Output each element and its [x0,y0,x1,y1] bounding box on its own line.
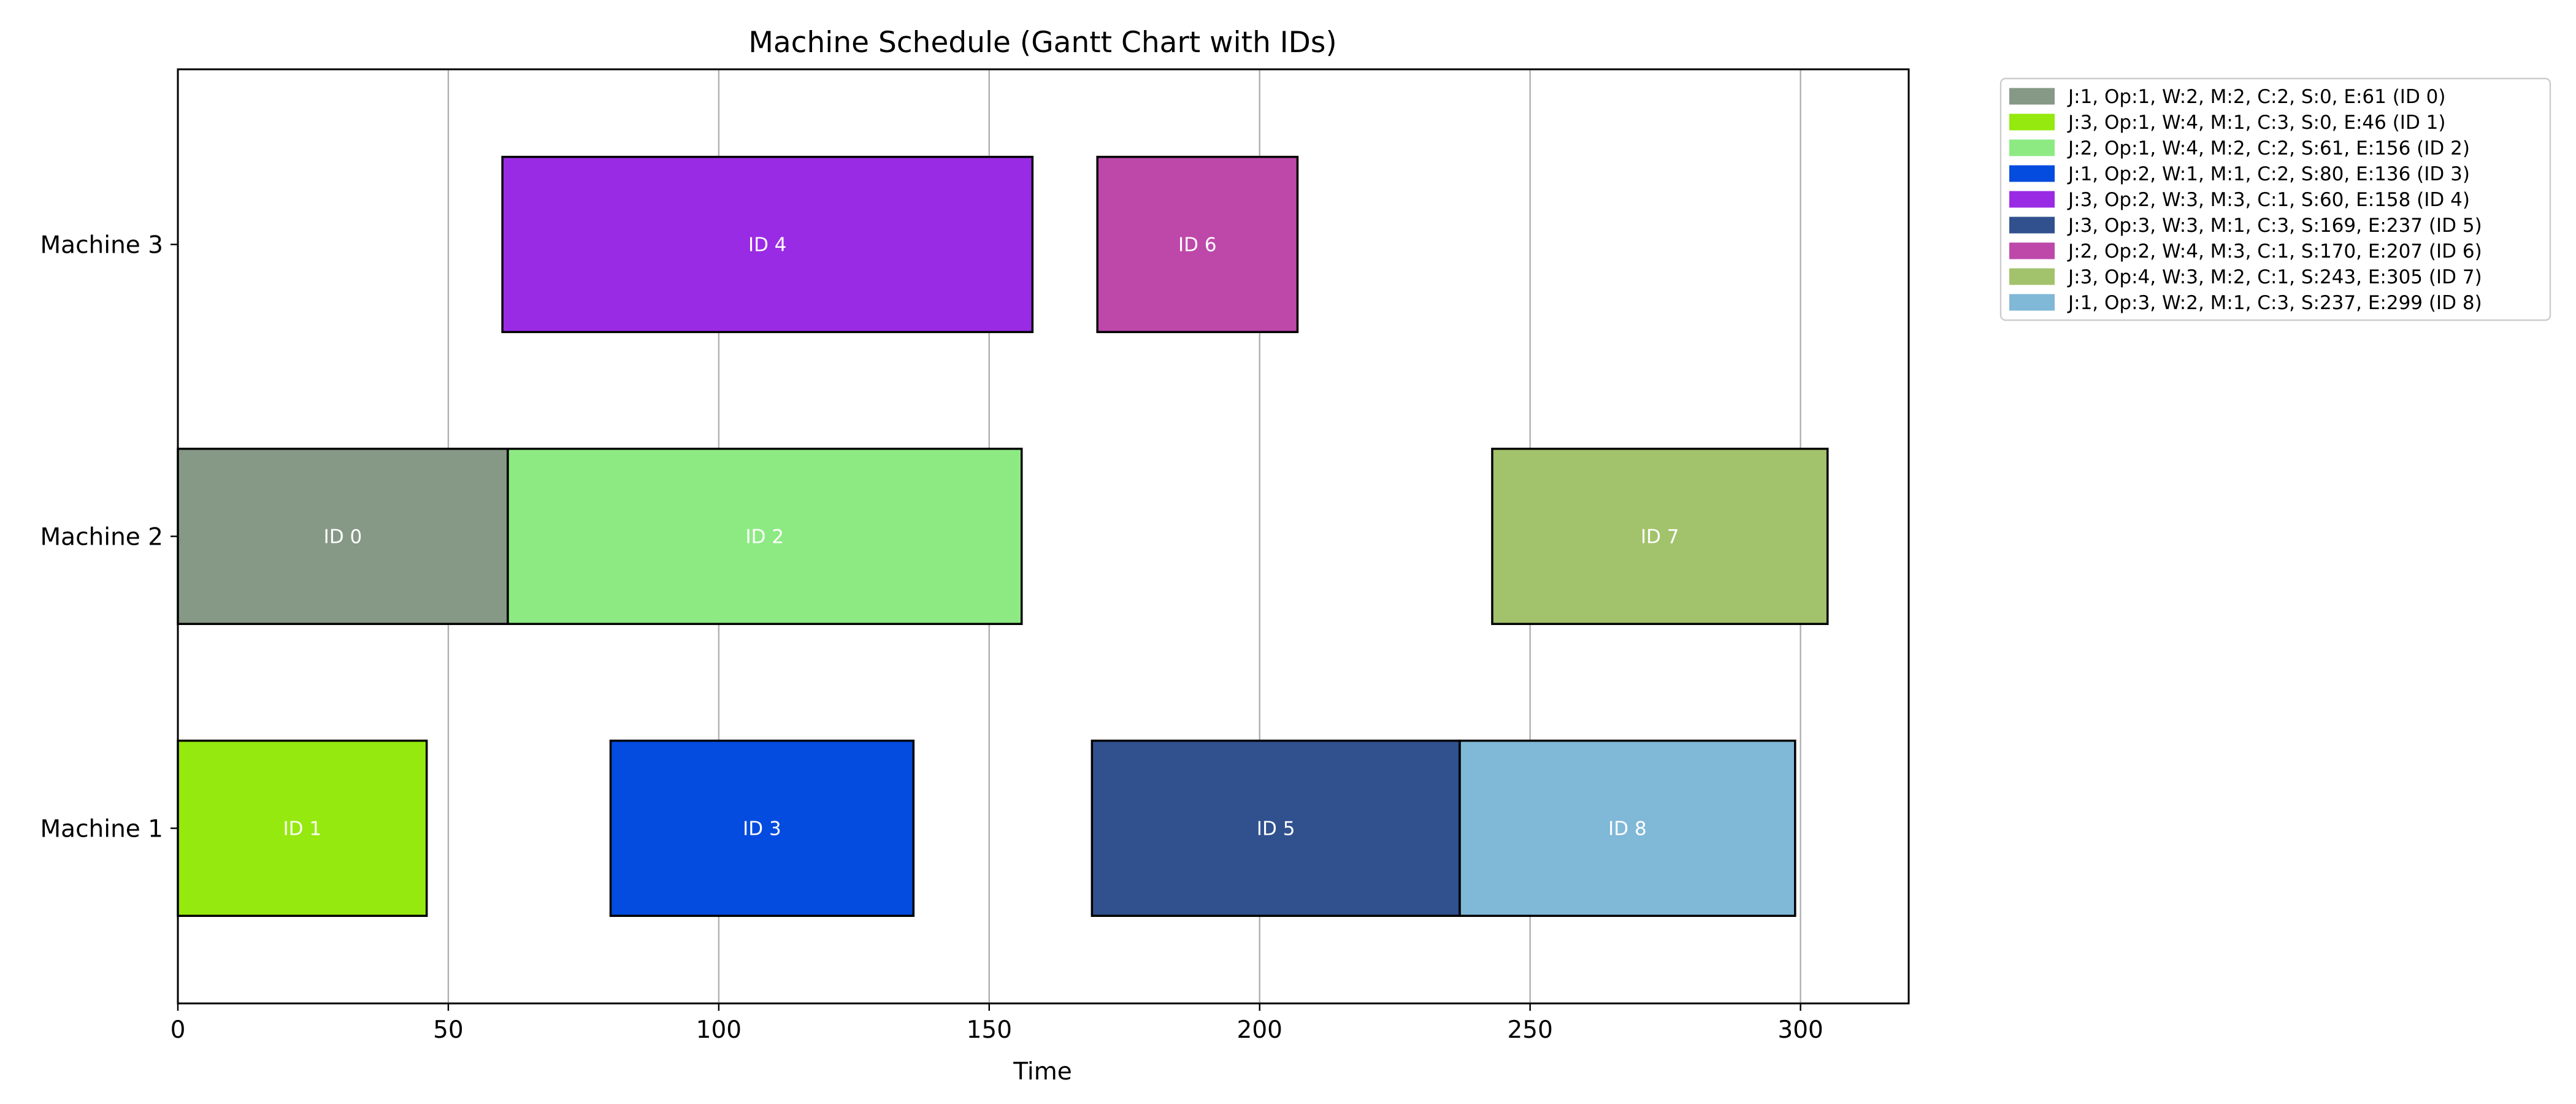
legend-entry-id-5: J:3, Op:3, W:3, M:1, C:3, S:169, E:237 (… [2067,215,2482,237]
task-bar-id-6 [1096,156,1299,334]
task-bar-label-id-5: ID 5 [1257,818,1295,840]
task-bar-label-id-3: ID 3 [743,818,781,840]
x-tick-label: 0 [171,1016,186,1044]
x-tick-label: 50 [433,1016,464,1044]
x-tick-label: 250 [1507,1016,1552,1044]
legend-swatch-id-6 [2009,242,2055,259]
legend-swatch-id-8 [2009,294,2055,311]
task-bar-label-id-1: ID 1 [283,818,322,840]
x-axis: 0 50 100 150 200 250 300 [171,1003,1823,1044]
x-tick-label: 200 [1237,1016,1282,1044]
legend-entry-id-6: J:2, Op:2, W:4, M:3, C:1, S:170, E:207 (… [2067,240,2482,263]
x-tick-label: 300 [1777,1016,1823,1044]
legend-frame [1999,77,2551,321]
legend: J:1, Op:1, W:2, M:2, C:2, S:0, E:61 (ID … [1999,77,2551,321]
y-tick-label-machine-2: Machine 2 [40,524,163,551]
legend-swatch-id-1 [2009,113,2055,131]
task-bar-id-7 [1491,447,1829,626]
legend-entry-id-0: J:1, Op:1, W:2, M:2, C:2, S:0, E:61 (ID … [2067,86,2446,108]
task-bar-id-2 [507,447,1023,626]
y-tick-label-machine-1: Machine 1 [40,815,163,843]
task-bar-id-5 [1091,739,1461,917]
legend-entry-id-8: J:1, Op:3, W:2, M:1, C:3, S:237, E:299 (… [2067,292,2482,314]
legend-entry-id-3: J:1, Op:2, W:1, M:1, C:2, S:80, E:136 (I… [2067,163,2470,185]
chart-title: Machine Schedule (Gantt Chart with IDs) [748,26,1336,59]
legend-entry-id-4: J:3, Op:2, W:3, M:3, C:1, S:60, E:158 (I… [2067,189,2470,211]
task-bar-id-8 [1459,739,1796,917]
task-bar-label-id-8: ID 8 [1608,818,1647,840]
legend-swatch-id-2 [2009,139,2055,156]
x-tick-label: 150 [967,1016,1012,1044]
legend-entry-id-2: J:2, Op:1, W:4, M:2, C:2, S:61, E:156 (I… [2067,137,2470,159]
task-bar-id-3 [609,739,915,917]
x-axis-label: Time [1013,1058,1071,1086]
legend-swatch-id-3 [2009,165,2055,182]
task-bars: ID 0 ID 1 ID 2 ID 3 ID 4 ID 5 ID 6 ID 7 ID 8 [177,156,1829,917]
legend-entry-id-1: J:3, Op:1, W:4, M:1, C:3, S:0, E:46 (ID … [2067,112,2446,134]
task-bar-id-1 [177,739,428,917]
y-axis: Machine 1 Machine 2 Machine 3 [40,232,178,843]
y-tick-label-machine-3: Machine 3 [40,232,163,259]
legend-swatch-id-5 [2009,217,2055,234]
task-bar-label-id-6: ID 6 [1178,234,1217,256]
task-bar-id-4 [501,156,1034,334]
x-tick-label: 100 [696,1016,742,1044]
legend-entry-id-7: J:3, Op:4, W:3, M:2, C:1, S:243, E:305 (… [2067,266,2482,288]
task-bar-label-id-7: ID 7 [1641,526,1679,548]
legend-swatch-id-4 [2009,191,2055,208]
legend-swatch-id-0 [2009,88,2055,105]
task-bar-label-id-0: ID 0 [324,526,362,548]
task-bar-label-id-2: ID 2 [746,526,784,548]
legend-swatch-id-7 [2009,268,2055,285]
task-bar-label-id-4: ID 4 [748,234,787,256]
